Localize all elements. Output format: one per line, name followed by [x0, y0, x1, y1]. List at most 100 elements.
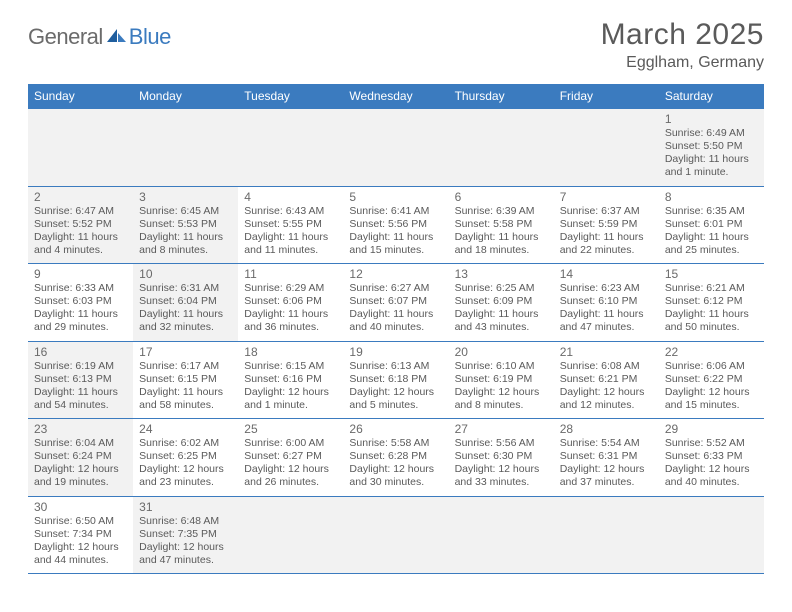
day-cell: 30Sunrise: 6:50 AMSunset: 7:34 PMDayligh…	[28, 497, 133, 574]
daylight-line: Daylight: 11 hours and 58 minutes.	[139, 386, 232, 412]
daylight-line: Daylight: 12 hours and 33 minutes.	[455, 463, 548, 489]
daylight-line: Daylight: 12 hours and 47 minutes.	[139, 541, 232, 567]
sunrise-line: Sunrise: 6:13 AM	[349, 360, 442, 373]
day-cell: 2Sunrise: 6:47 AMSunset: 5:52 PMDaylight…	[28, 187, 133, 264]
week-row: 9Sunrise: 6:33 AMSunset: 6:03 PMDaylight…	[28, 264, 764, 342]
day-number: 7	[560, 190, 653, 204]
day-number: 19	[349, 345, 442, 359]
week-row: 23Sunrise: 6:04 AMSunset: 6:24 PMDayligh…	[28, 419, 764, 497]
daylight-line: Daylight: 12 hours and 12 minutes.	[560, 386, 653, 412]
sunrise-line: Sunrise: 6:45 AM	[139, 205, 232, 218]
day-number: 31	[139, 500, 232, 514]
day-number: 16	[34, 345, 127, 359]
sunset-line: Sunset: 6:06 PM	[244, 295, 337, 308]
logo-sail-icon	[105, 27, 127, 48]
day-cell: 19Sunrise: 6:13 AMSunset: 6:18 PMDayligh…	[343, 342, 448, 419]
sunrise-line: Sunrise: 6:33 AM	[34, 282, 127, 295]
day-number: 21	[560, 345, 653, 359]
sunset-line: Sunset: 5:55 PM	[244, 218, 337, 231]
day-cell: 8Sunrise: 6:35 AMSunset: 6:01 PMDaylight…	[659, 187, 764, 264]
daylight-line: Daylight: 12 hours and 37 minutes.	[560, 463, 653, 489]
empty-cell	[133, 109, 238, 186]
sunrise-line: Sunrise: 6:06 AM	[665, 360, 758, 373]
sunrise-line: Sunrise: 6:37 AM	[560, 205, 653, 218]
week-row: 1Sunrise: 6:49 AMSunset: 5:50 PMDaylight…	[28, 109, 764, 187]
page-header: General Blue March 2025 Egglham, Germany	[28, 18, 764, 72]
sunset-line: Sunset: 6:33 PM	[665, 450, 758, 463]
day-header: Friday	[554, 84, 659, 108]
week-row: 16Sunrise: 6:19 AMSunset: 6:13 PMDayligh…	[28, 342, 764, 420]
sunrise-line: Sunrise: 6:47 AM	[34, 205, 127, 218]
sunset-line: Sunset: 6:04 PM	[139, 295, 232, 308]
day-cell: 17Sunrise: 6:17 AMSunset: 6:15 PMDayligh…	[133, 342, 238, 419]
day-number: 28	[560, 422, 653, 436]
day-number: 12	[349, 267, 442, 281]
day-cell: 5Sunrise: 6:41 AMSunset: 5:56 PMDaylight…	[343, 187, 448, 264]
day-cell: 27Sunrise: 5:56 AMSunset: 6:30 PMDayligh…	[449, 419, 554, 496]
day-cell: 21Sunrise: 6:08 AMSunset: 6:21 PMDayligh…	[554, 342, 659, 419]
sunset-line: Sunset: 6:31 PM	[560, 450, 653, 463]
sunset-line: Sunset: 6:03 PM	[34, 295, 127, 308]
day-number: 2	[34, 190, 127, 204]
day-cell: 18Sunrise: 6:15 AMSunset: 6:16 PMDayligh…	[238, 342, 343, 419]
sunset-line: Sunset: 7:35 PM	[139, 528, 232, 541]
sunset-line: Sunset: 7:34 PM	[34, 528, 127, 541]
day-cell: 11Sunrise: 6:29 AMSunset: 6:06 PMDayligh…	[238, 264, 343, 341]
sunset-line: Sunset: 6:15 PM	[139, 373, 232, 386]
day-number: 23	[34, 422, 127, 436]
sunset-line: Sunset: 6:28 PM	[349, 450, 442, 463]
day-cell: 26Sunrise: 5:58 AMSunset: 6:28 PMDayligh…	[343, 419, 448, 496]
day-number: 18	[244, 345, 337, 359]
day-cell: 15Sunrise: 6:21 AMSunset: 6:12 PMDayligh…	[659, 264, 764, 341]
empty-cell	[238, 109, 343, 186]
day-header-row: Sunday Monday Tuesday Wednesday Thursday…	[28, 84, 764, 108]
title-block: March 2025 Egglham, Germany	[601, 18, 764, 72]
day-cell: 13Sunrise: 6:25 AMSunset: 6:09 PMDayligh…	[449, 264, 554, 341]
empty-cell	[554, 109, 659, 186]
day-header: Wednesday	[343, 84, 448, 108]
sunset-line: Sunset: 6:01 PM	[665, 218, 758, 231]
sunset-line: Sunset: 6:12 PM	[665, 295, 758, 308]
daylight-line: Daylight: 12 hours and 44 minutes.	[34, 541, 127, 567]
sunset-line: Sunset: 5:52 PM	[34, 218, 127, 231]
sunrise-line: Sunrise: 6:02 AM	[139, 437, 232, 450]
empty-cell	[659, 497, 764, 574]
sunrise-line: Sunrise: 6:50 AM	[34, 515, 127, 528]
logo-text-general: General	[28, 24, 103, 50]
daylight-line: Daylight: 11 hours and 50 minutes.	[665, 308, 758, 334]
day-header: Monday	[133, 84, 238, 108]
day-number: 13	[455, 267, 548, 281]
daylight-line: Daylight: 11 hours and 40 minutes.	[349, 308, 442, 334]
sunset-line: Sunset: 5:56 PM	[349, 218, 442, 231]
daylight-line: Daylight: 12 hours and 8 minutes.	[455, 386, 548, 412]
day-number: 4	[244, 190, 337, 204]
empty-cell	[28, 109, 133, 186]
day-number: 26	[349, 422, 442, 436]
day-cell: 10Sunrise: 6:31 AMSunset: 6:04 PMDayligh…	[133, 264, 238, 341]
day-number: 29	[665, 422, 758, 436]
day-header: Thursday	[449, 84, 554, 108]
day-cell: 14Sunrise: 6:23 AMSunset: 6:10 PMDayligh…	[554, 264, 659, 341]
sunset-line: Sunset: 6:18 PM	[349, 373, 442, 386]
sunrise-line: Sunrise: 6:48 AM	[139, 515, 232, 528]
day-cell: 9Sunrise: 6:33 AMSunset: 6:03 PMDaylight…	[28, 264, 133, 341]
day-cell: 6Sunrise: 6:39 AMSunset: 5:58 PMDaylight…	[449, 187, 554, 264]
day-cell: 4Sunrise: 6:43 AMSunset: 5:55 PMDaylight…	[238, 187, 343, 264]
empty-cell	[554, 497, 659, 574]
sunrise-line: Sunrise: 5:56 AM	[455, 437, 548, 450]
day-number: 25	[244, 422, 337, 436]
sunrise-line: Sunrise: 6:35 AM	[665, 205, 758, 218]
sunrise-line: Sunrise: 6:10 AM	[455, 360, 548, 373]
sunset-line: Sunset: 5:53 PM	[139, 218, 232, 231]
sunrise-line: Sunrise: 6:25 AM	[455, 282, 548, 295]
day-number: 5	[349, 190, 442, 204]
sunrise-line: Sunrise: 6:08 AM	[560, 360, 653, 373]
day-number: 27	[455, 422, 548, 436]
sunrise-line: Sunrise: 6:31 AM	[139, 282, 232, 295]
sunrise-line: Sunrise: 6:21 AM	[665, 282, 758, 295]
empty-cell	[343, 109, 448, 186]
week-row: 2Sunrise: 6:47 AMSunset: 5:52 PMDaylight…	[28, 187, 764, 265]
daylight-line: Daylight: 11 hours and 54 minutes.	[34, 386, 127, 412]
empty-cell	[238, 497, 343, 574]
sunrise-line: Sunrise: 6:23 AM	[560, 282, 653, 295]
